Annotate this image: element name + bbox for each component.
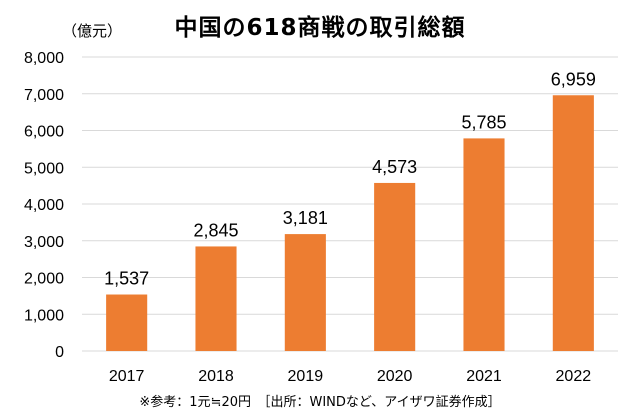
data-label-2017: 1,537 (104, 269, 149, 289)
y-tick-label: 0 (55, 344, 64, 361)
y-tick-label: 7,000 (24, 87, 64, 104)
y-tick-label: 3,000 (24, 234, 64, 251)
data-label-2022: 6,959 (551, 69, 596, 89)
chart-title: 中国の618商戦の取引総額 (174, 15, 466, 41)
bars (106, 95, 594, 352)
x-tick-label-2018: 2018 (198, 368, 234, 385)
y-tick-label: 5,000 (24, 160, 64, 177)
data-label-2020: 4,573 (372, 157, 417, 177)
x-tick-label-2022: 2022 (556, 368, 592, 385)
y-tick-label: 4,000 (24, 197, 64, 214)
x-axis-ticks: 2017 2018 2019 2020 2021 2022 (109, 368, 591, 385)
gridlines (82, 56, 618, 352)
y-tick-label: 1,000 (24, 307, 64, 324)
bar-2018 (195, 246, 237, 351)
bar-2022 (552, 95, 594, 352)
x-tick-label-2017: 2017 (109, 368, 145, 385)
data-labels: 1,537 2,845 3,181 4,573 5,785 6,959 (104, 69, 596, 288)
x-tick-label-2021: 2021 (466, 368, 502, 385)
bar-2021 (463, 138, 505, 351)
x-tick-label-2020: 2020 (377, 368, 413, 385)
y-tick-label: 8,000 (24, 50, 64, 67)
y-axis-unit-label: （億元） (62, 22, 123, 40)
data-label-2019: 3,181 (283, 208, 328, 228)
data-label-2021: 5,785 (461, 112, 506, 132)
source-note: ※参考：1元≒20円 ［出所：WINDなど、アイザワ証券作成］ (139, 395, 501, 410)
y-tick-label: 2,000 (24, 271, 64, 288)
y-axis-ticks: 0 1,000 2,000 3,000 4,000 5,000 6,000 7,000 8,00… (24, 50, 64, 361)
bar-2020 (374, 182, 416, 351)
data-label-2018: 2,845 (193, 220, 238, 240)
bar-2017 (106, 294, 148, 351)
x-tick-label-2019: 2019 (288, 368, 324, 385)
y-tick-label: 6,000 (24, 124, 64, 141)
bar-2019 (284, 234, 326, 351)
